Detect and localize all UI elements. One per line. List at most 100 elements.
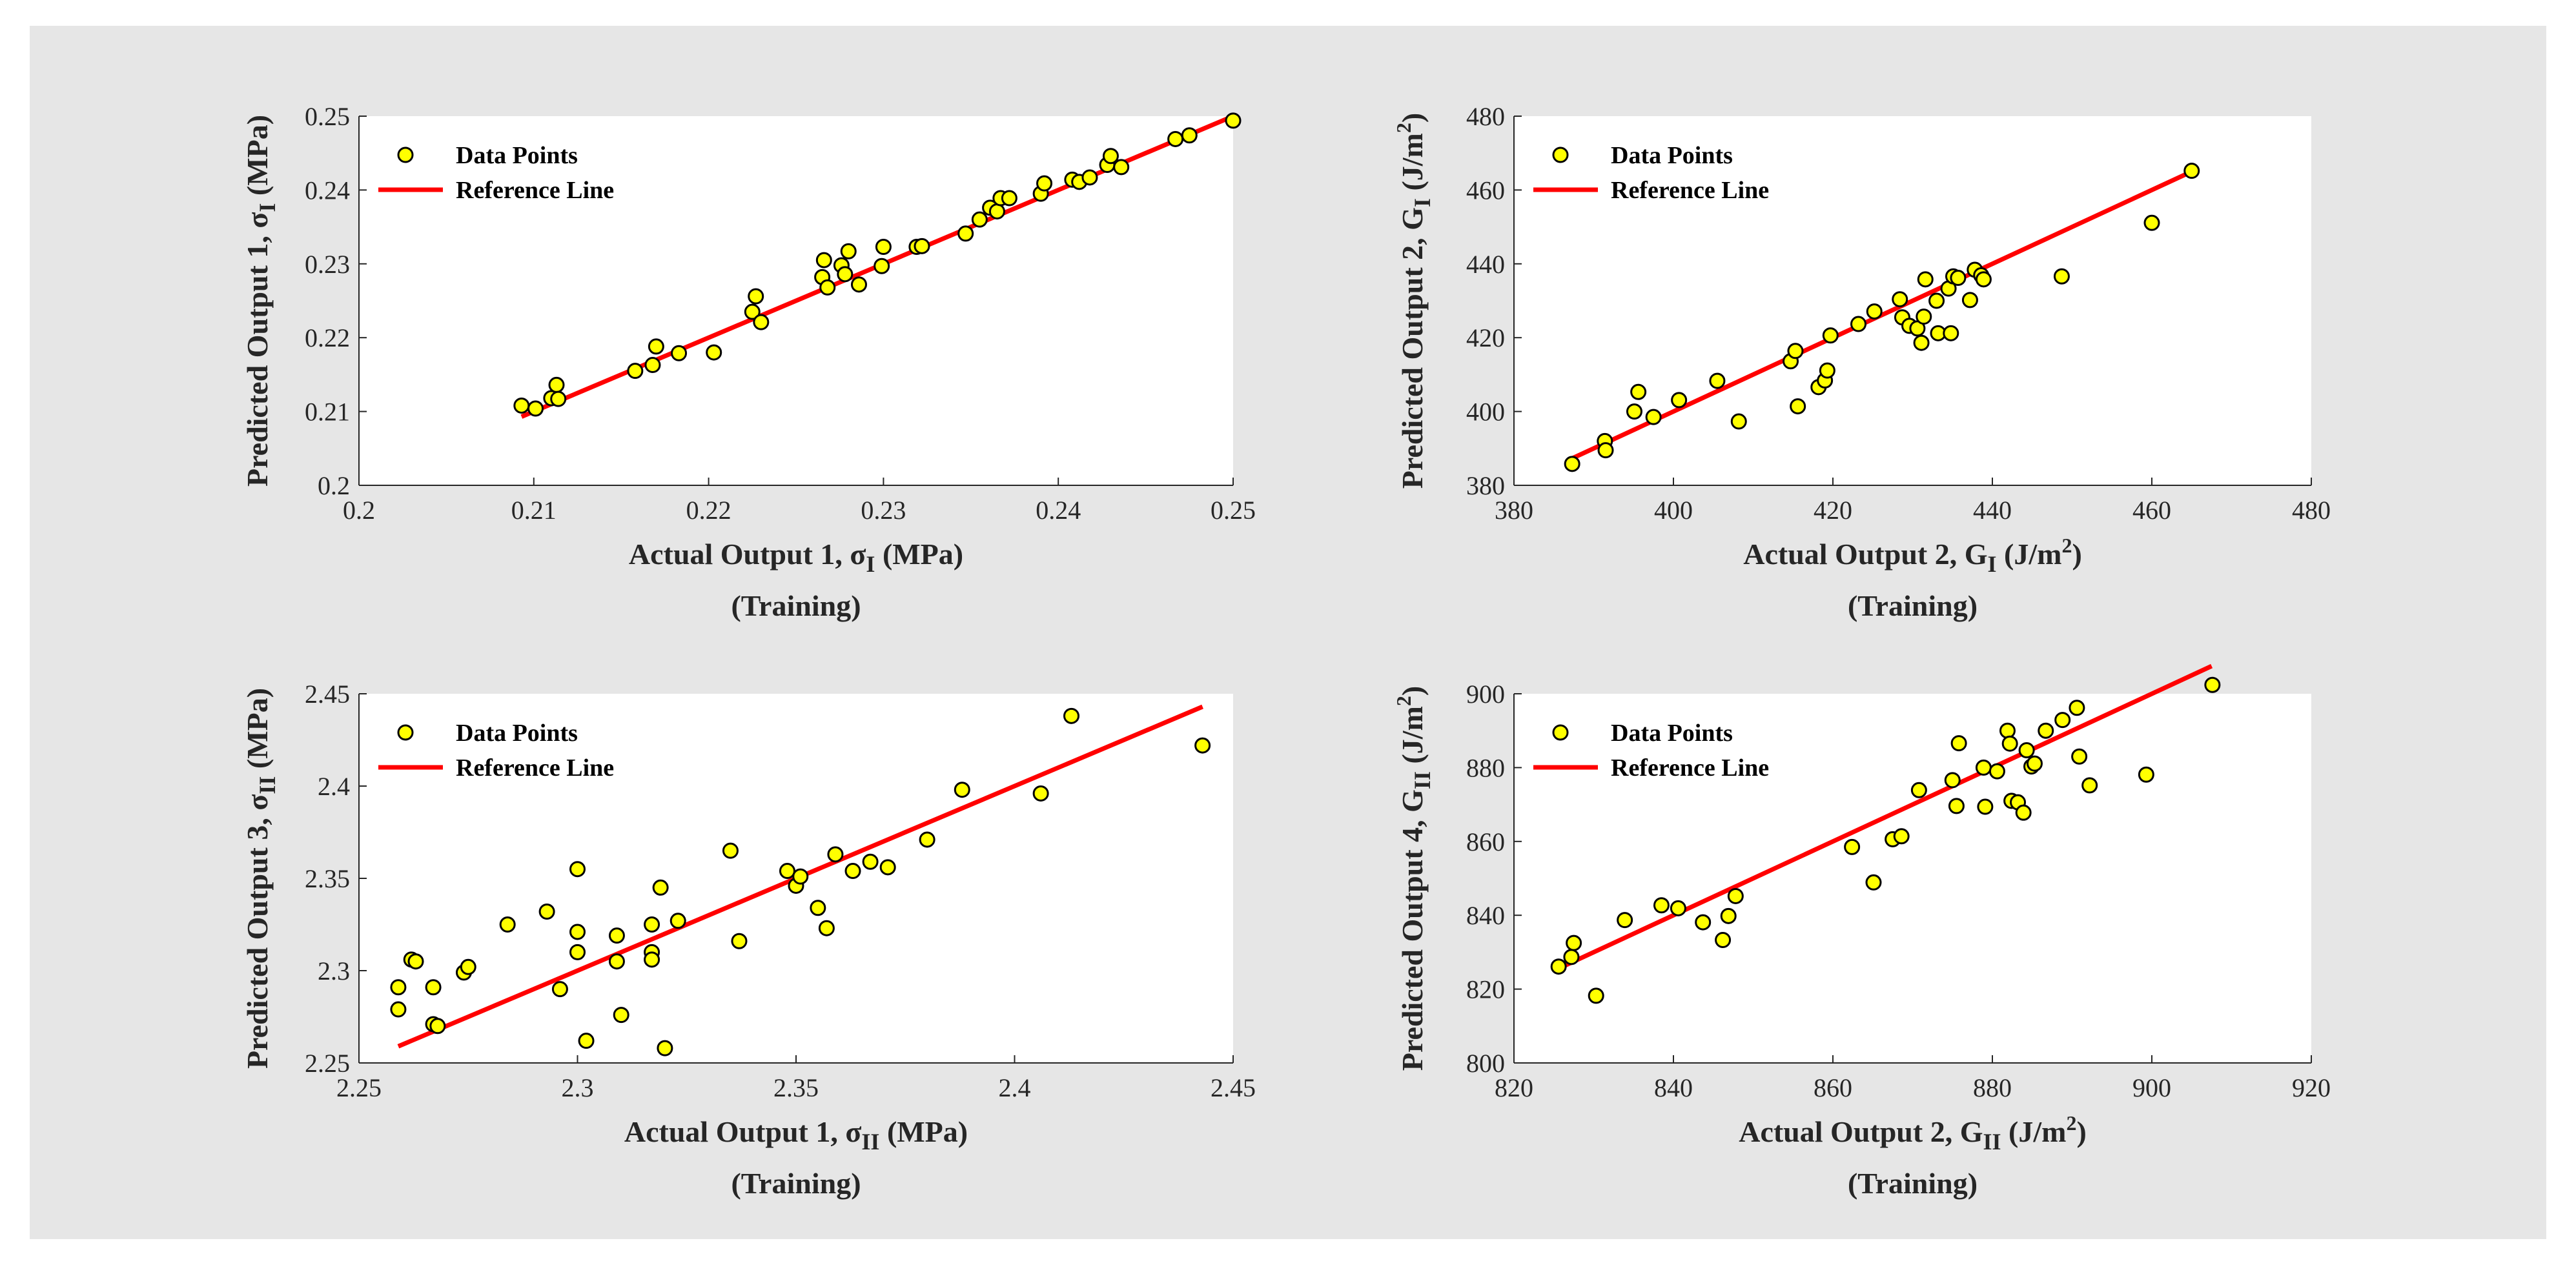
legend-label-line: Reference Line (456, 754, 614, 782)
data-point (706, 344, 722, 361)
x-axis-subtitle: (Training) (731, 1167, 861, 1200)
chart-panel-4: 820 840 860 880 900 920800820840860880900Actu… (1392, 663, 2331, 1200)
data-point (671, 345, 688, 361)
data-point (657, 1040, 673, 1056)
y-tick-label: 0.21 (305, 398, 350, 427)
x-tick-label: 840 (1654, 1073, 1693, 1102)
y-tick-label: 2.4 (318, 772, 350, 801)
data-point (429, 1018, 446, 1035)
y-tick-label: 400 (1466, 398, 1505, 427)
legend-label-line: Reference Line (456, 177, 614, 204)
data-point (1844, 838, 1861, 855)
legend-label-points: Data Points (456, 142, 578, 169)
data-point (2001, 735, 2018, 752)
data-point (744, 303, 761, 320)
data-point (731, 933, 748, 949)
x-tick-label: 440 (1973, 496, 2012, 525)
legend-marker-points (1552, 724, 1569, 741)
data-point (2026, 755, 2043, 772)
data-point (753, 314, 770, 330)
legend-marker-points (397, 147, 414, 163)
data-point (390, 979, 407, 996)
data-point (550, 390, 567, 407)
y-tick-label: 880 (1466, 753, 1505, 782)
data-point (1036, 175, 1053, 192)
data-point (548, 376, 565, 393)
legend-marker-points (397, 724, 414, 741)
x-tick-label: 2.35 (773, 1073, 819, 1102)
data-point (810, 900, 826, 916)
data-point (874, 258, 890, 274)
x-tick-label: 880 (1973, 1073, 2012, 1102)
x-axis-label: Actual Output 1, σI (MPa) (629, 538, 963, 577)
y-tick-label: 460 (1466, 176, 1505, 205)
data-point (914, 237, 930, 254)
x-tick-label: 900 (2132, 1073, 2171, 1102)
data-point (1727, 887, 1744, 904)
data-point (1564, 456, 1580, 472)
data-point (1563, 949, 1580, 965)
x-tick-label: 0.25 (1211, 496, 1256, 525)
data-point (2071, 748, 2088, 765)
legend-label-points: Data Points (1611, 720, 1733, 747)
legend-label-points: Data Points (456, 720, 578, 747)
data-point (1822, 327, 1839, 344)
data-point (538, 903, 555, 920)
data-point (1950, 735, 1967, 752)
data-point (1950, 270, 1967, 287)
data-point (779, 863, 795, 880)
legend-marker-points (1552, 147, 1569, 163)
legend-label-line: Reference Line (1611, 754, 1769, 782)
data-point (1819, 362, 1835, 379)
data-point (1893, 828, 1910, 845)
data-point (1917, 271, 1934, 288)
data-point (1892, 291, 1908, 308)
data-point (1988, 763, 2005, 780)
data-point (1550, 958, 1567, 975)
y-axis-label: Predicted Output 1, σI (MPa) (241, 115, 280, 487)
x-axis-subtitle: (Training) (1848, 589, 1978, 622)
data-point (1975, 759, 1992, 776)
data-point (569, 861, 586, 878)
data-point (2015, 804, 2032, 821)
x-tick-label: 420 (1814, 496, 1852, 525)
data-point (1063, 707, 1080, 724)
data-point (2183, 163, 2200, 179)
data-point (1913, 334, 1930, 351)
data-point (1588, 987, 1604, 1004)
data-point (815, 252, 832, 268)
data-point (1671, 392, 1688, 409)
y-tick-label: 0.23 (305, 250, 350, 279)
y-tick-label: 380 (1466, 471, 1505, 500)
y-tick-label: 440 (1466, 250, 1505, 279)
data-point (2143, 214, 2160, 231)
y-tick-label: 800 (1466, 1049, 1505, 1078)
data-point (569, 924, 586, 940)
data-point (1181, 127, 1198, 144)
data-point (1916, 308, 1932, 325)
x-tick-label: 0.24 (1036, 496, 1081, 525)
data-point (644, 357, 661, 374)
data-point (879, 859, 896, 876)
data-point (1977, 798, 1994, 815)
x-axis-label: Actual Output 2, GI (J/m2) (1743, 534, 2082, 577)
data-point (837, 266, 854, 283)
data-point (513, 397, 530, 414)
data-point (608, 953, 625, 970)
y-tick-label: 2.35 (305, 864, 350, 893)
x-tick-label: 820 (1495, 1073, 1533, 1102)
chart-panel-1: 0.2 0.21 0.22 0.23 0.24 0.25 0.2 0.21 0.22 0.23 0.… (241, 102, 1256, 622)
legend-label-points: Data Points (1611, 142, 1733, 169)
data-point (844, 863, 861, 880)
data-point (792, 868, 809, 885)
data-point (1865, 874, 1882, 891)
data-point (1787, 343, 1804, 359)
data-point (407, 953, 424, 970)
data-point (613, 1007, 629, 1024)
data-point (1999, 722, 2016, 739)
y-tick-label: 860 (1466, 827, 1505, 856)
data-point (954, 782, 970, 798)
data-point (425, 979, 442, 996)
data-point (1566, 935, 1582, 951)
